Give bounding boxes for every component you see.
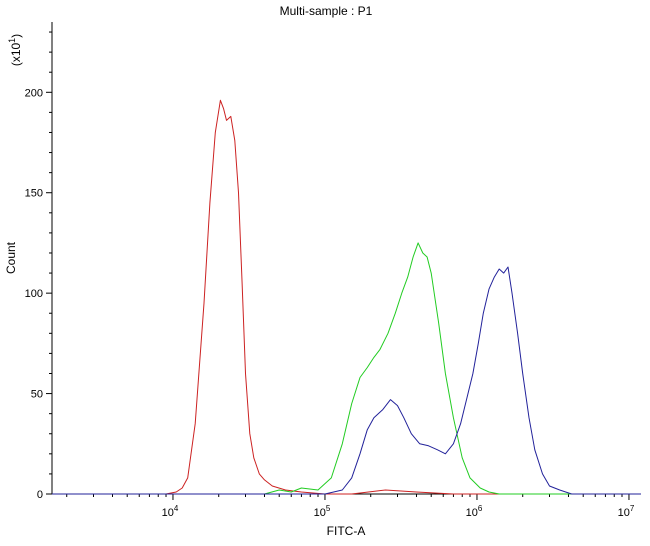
y-tick-label: 0 [37,489,43,501]
y-axis-multiplier-label: (x101) [7,34,23,66]
x-tick-base: 10 [618,507,630,519]
chart-title: Multi-sample : P1 [280,4,373,18]
series-line-2 [52,242,641,495]
x-tick-label: 107 [618,504,635,519]
x-tick-label: 105 [314,504,331,519]
x-tick-base: 10 [314,507,326,519]
x-tick-exponent: 5 [326,504,331,513]
series-line-1 [52,99,641,495]
y-axis-label: Count [4,241,18,274]
x-tick-label: 106 [466,504,483,519]
series-layer [52,99,641,495]
svg-text:(x101): (x101) [7,34,23,66]
x-tick-exponent: 6 [478,504,483,513]
y-tick-label: 150 [25,188,43,200]
y-multiplier-exp: 1 [7,38,17,43]
x-axis-label: FITC-A [327,524,366,538]
y-tick-label: 50 [31,389,43,401]
x-tick-exponent: 7 [630,504,635,513]
series-line-3 [52,266,641,495]
y-tick-label: 100 [25,288,43,300]
x-tick-exponent: 4 [174,504,179,513]
x-tick-label: 104 [162,504,179,519]
y-multiplier-base: (x10 [9,43,23,67]
x-tick-base: 10 [162,507,174,519]
x-tick-base: 10 [466,507,478,519]
y-tick-label: 200 [25,87,43,99]
